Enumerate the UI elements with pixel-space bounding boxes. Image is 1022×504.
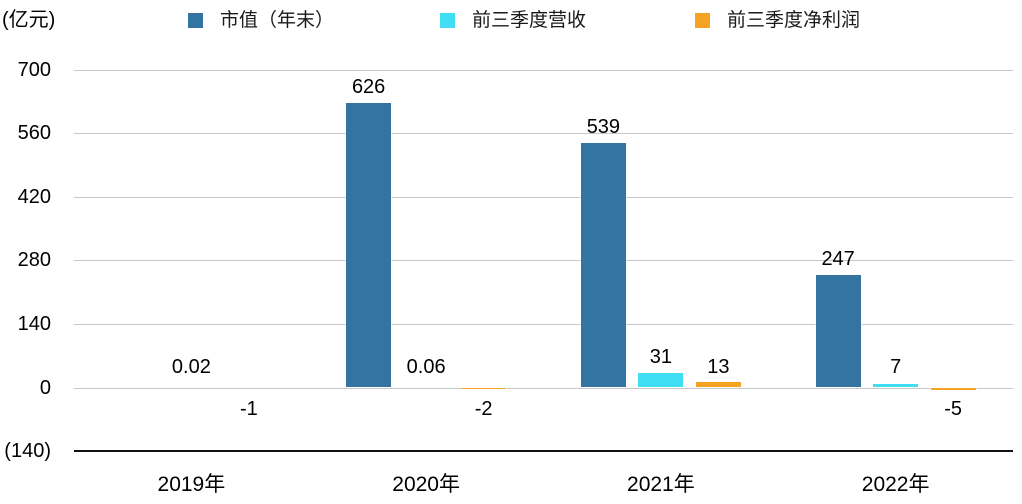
data-label-q1-q3-revenue-2020年: 0.06 — [406, 355, 446, 378]
data-label-market-value-year-end-2022年: 247 — [821, 248, 855, 271]
x-axis-baseline — [74, 450, 1013, 453]
bar-q1-q3-net-profit-2022年 — [930, 387, 976, 390]
legend-swatch-q1-q3-net-profit — [695, 13, 710, 28]
gridline-560 — [74, 133, 1013, 135]
y-tick-label-700: 700 — [17, 58, 51, 81]
gridline-140 — [74, 323, 1013, 325]
bar-q1-q3-net-profit-2021年 — [695, 381, 741, 388]
legend-label-market-value-year-end: 市值（年末） — [220, 10, 335, 31]
data-label-q1-q3-net-profit-2020年: -2 — [474, 397, 493, 420]
y-tick-label-0: 0 — [39, 376, 51, 399]
bar-q1-q3-net-profit-2020年 — [461, 387, 507, 389]
gridline-0 — [74, 387, 1013, 389]
data-label-q1-q3-revenue-2022年: 7 — [890, 355, 902, 378]
legend-label-q1-q3-net-profit: 前三季度净利润 — [727, 10, 861, 31]
gridline-280 — [74, 260, 1013, 262]
y-tick-label-560: 560 — [17, 122, 51, 145]
y-axis-unit-label: (亿元) — [2, 9, 56, 31]
bar-market-value-year-end-2021年 — [580, 142, 626, 388]
data-label-q1-q3-net-profit-2022年: -5 — [944, 397, 963, 420]
legend-swatch-market-value-year-end — [188, 13, 203, 28]
legend-swatch-q1-q3-revenue — [440, 13, 455, 28]
data-label-market-value-year-end-2020年: 626 — [351, 76, 386, 99]
y-tick-label-420: 420 — [17, 185, 51, 208]
bar-q1-q3-revenue-2022年 — [873, 384, 919, 388]
x-axis-label-2020年: 2020年 — [392, 473, 460, 496]
data-label-q1-q3-revenue-2021年: 31 — [649, 346, 672, 369]
data-label-q1-q3-net-profit-2021年: 13 — [707, 355, 730, 378]
data-label-q1-q3-net-profit-2019年: -1 — [239, 397, 258, 420]
x-axis-label-2022年: 2022年 — [861, 473, 930, 496]
x-axis-label-2021年: 2021年 — [627, 473, 695, 496]
y-tick-label-280: 280 — [17, 249, 51, 272]
bar-market-value-year-end-2020年 — [346, 103, 392, 388]
bar-q1-q3-revenue-2021年 — [638, 373, 684, 388]
gridline-700 — [74, 69, 1013, 71]
y-tick-label-140: 140 — [17, 312, 51, 335]
x-axis-label-2019年: 2019年 — [157, 473, 226, 496]
legend-label-q1-q3-revenue: 前三季度营收 — [472, 10, 587, 31]
data-label-market-value-year-end-2021年: 539 — [586, 115, 621, 138]
bar-market-value-year-end-2022年 — [815, 275, 861, 388]
data-label-q1-q3-revenue-2019年: 0.02 — [171, 355, 211, 378]
gridline-420 — [74, 196, 1013, 198]
y-tick-label--140: (140) — [4, 440, 51, 463]
